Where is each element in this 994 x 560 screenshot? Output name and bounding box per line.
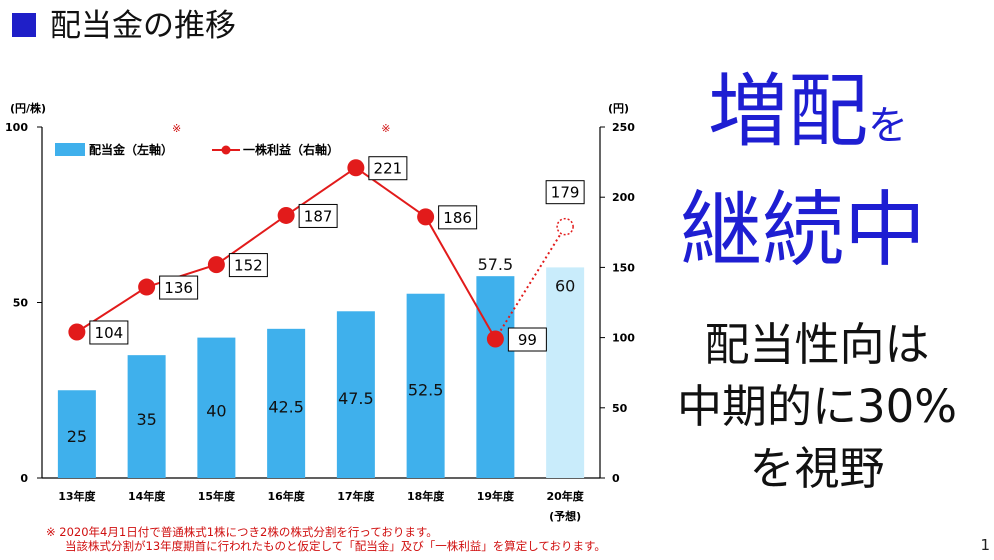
x-tick-label: 18年度: [407, 489, 445, 503]
left-tick-label: 0: [20, 472, 28, 485]
policy-line-1: 配当性向は: [704, 318, 930, 371]
dividend-value-label: 40: [206, 402, 226, 421]
eps-label-box: [507, 327, 547, 352]
dividend-value-label: 60: [555, 276, 575, 295]
footnote-line-2: 当該株式分割が13年度期首に行われたものと仮定して「配当金」及び「一株利益」を算…: [65, 539, 606, 553]
dividend-bar: [546, 267, 585, 478]
eps-label-box: [89, 320, 129, 345]
x-tick-label: 13年度: [58, 489, 96, 503]
policy-line-2: 中期的に30%: [676, 380, 958, 433]
eps-value-label: 136: [164, 279, 193, 297]
dividend-value-label: 52.5: [408, 381, 444, 400]
headline-main: 増配: [708, 65, 868, 158]
right-tick-label: 250: [612, 121, 635, 134]
left-tick-label: 50: [13, 297, 29, 310]
page-number: 1: [980, 536, 990, 554]
dividend-bar: [267, 328, 306, 478]
headline-increase: 増配を: [708, 72, 908, 152]
policy-line-3: を視野: [749, 442, 885, 495]
eps-label-box: [228, 253, 268, 278]
x-tick-label: 17年度: [337, 489, 375, 503]
eps-value-label: 221: [374, 160, 403, 178]
legend-line-marker: [221, 145, 231, 155]
dividend-value-label: 42.5: [268, 397, 304, 416]
eps-label-box: [298, 203, 338, 228]
headline-particle: を: [868, 103, 908, 149]
x-tick-label: 15年度: [198, 489, 236, 503]
dividend-bar: [127, 355, 166, 478]
left-axis-unit: (円/株): [10, 101, 46, 115]
footnote-line-1: ※ 2020年4月1日付で普通株式1株につき2株の株式分割を行っております。: [46, 525, 438, 539]
eps-point: [347, 159, 365, 177]
eps-forecast-point: [556, 217, 574, 236]
footnote: ※ 2020年4月1日付で普通株式1株につき2株の株式分割を行っております。 当…: [46, 525, 606, 553]
legend-bar-label: 配当金（左軸）: [89, 142, 173, 157]
eps-value-label: 179: [551, 184, 580, 202]
dividend-bar: [476, 276, 515, 478]
eps-label-box: [159, 275, 199, 300]
eps-label-box: [545, 180, 585, 205]
right-tick-label: 50: [612, 402, 628, 415]
eps-label-box: [368, 156, 408, 181]
split-mark: ※: [381, 122, 390, 135]
right-tick-label: 100: [612, 332, 635, 345]
eps-point: [68, 323, 86, 341]
eps-value-label: 186: [443, 209, 472, 227]
eps-label-box: [438, 205, 478, 230]
left-tick-label: 100: [5, 121, 28, 134]
dividend-value-label: 25: [67, 427, 87, 446]
payout-policy: 配当性向は 中期的に30% を視野: [640, 314, 994, 500]
right-axis-unit: (円): [608, 102, 629, 115]
right-tick-label: 0: [612, 472, 620, 485]
eps-value-label: 187: [304, 207, 333, 225]
eps-point: [417, 208, 435, 226]
x-tick-label: 14年度: [128, 489, 166, 503]
eps-value-label: 99: [518, 331, 537, 349]
x-tick-label: 20年度: [546, 489, 584, 503]
dividend-bar: [57, 390, 96, 478]
x-tick-sublabel: (予想): [549, 509, 581, 523]
eps-forecast-line: [494, 226, 566, 340]
dividend-chart: 0 50 100 0 50 100 150 200 250 (円/株) (円) 13年度 14年度 15年…: [5, 101, 635, 523]
right-tick-label: 150: [612, 261, 635, 274]
dividend-value-label: 57.5: [478, 255, 514, 274]
dividend-bar: [406, 293, 445, 478]
legend-line-label: 一株利益（右軸）: [243, 142, 339, 157]
right-tick-label: 200: [612, 191, 635, 204]
dividend-bar: [197, 337, 236, 478]
eps-value-label: 152: [234, 257, 263, 275]
legend-bar-swatch: [55, 143, 85, 156]
title-square-icon: [12, 13, 36, 37]
x-tick-label: 19年度: [477, 489, 515, 503]
dividend-value-label: 47.5: [338, 389, 374, 408]
eps-point: [207, 256, 225, 274]
eps-point: [277, 206, 295, 224]
x-tick-label: 16年度: [267, 489, 305, 503]
dividend-value-label: 35: [136, 410, 156, 429]
eps-value-label: 104: [95, 324, 124, 342]
eps-point: [486, 330, 504, 348]
dividend-bar: [336, 311, 375, 478]
page-title: 配当金の推移: [50, 8, 236, 44]
split-mark: ※: [172, 122, 181, 135]
eps-point: [138, 278, 156, 296]
headline-continuing: 継続中: [680, 183, 927, 278]
